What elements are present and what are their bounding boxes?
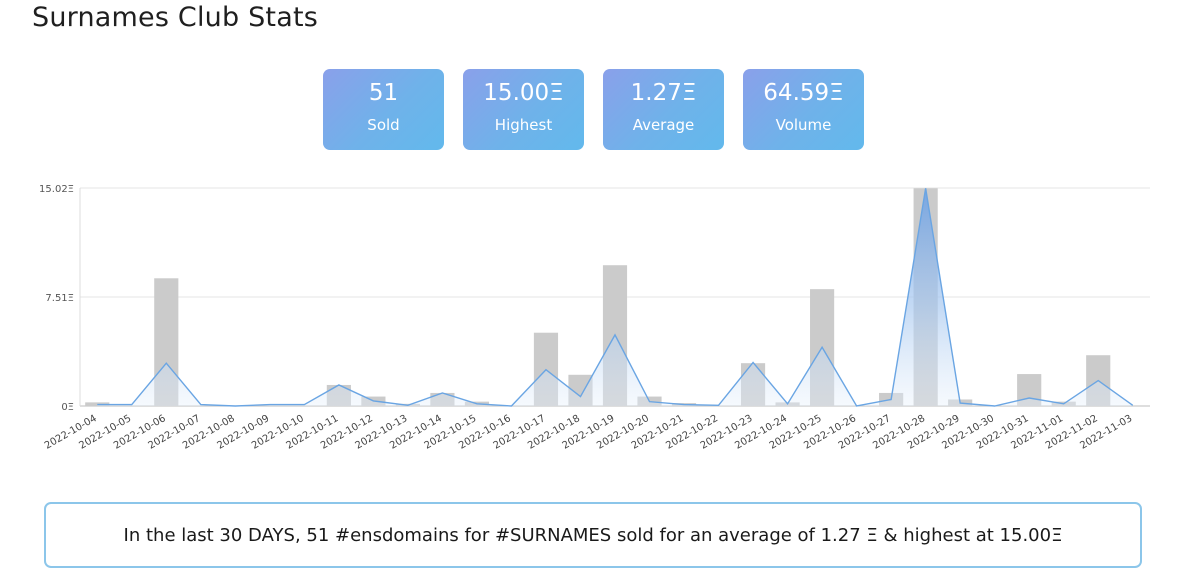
stat-label-average: Average <box>632 116 695 134</box>
stat-value-volume: 64.59Ξ <box>763 80 844 106</box>
stat-label-sold: Sold <box>367 116 400 134</box>
y-axis-ticks: 0Ξ 7.51Ξ 15.02Ξ <box>39 184 74 413</box>
area-series <box>97 188 1134 407</box>
stat-card-volume: 64.59Ξ Volume <box>743 69 864 150</box>
summary-box: In the last 30 DAYS, 51 #ensdomains for … <box>44 502 1142 568</box>
y-tick-label: 0Ξ <box>61 402 74 413</box>
x-axis-ticks: 2022-10-042022-10-052022-10-062022-10-07… <box>43 413 1134 452</box>
y-tick-label: 15.02Ξ <box>39 184 74 195</box>
stat-card-highest: 15.00Ξ Highest <box>463 69 584 150</box>
summary-text: In the last 30 DAYS, 51 #ensdomains for … <box>123 524 1063 546</box>
stat-label-volume: Volume <box>775 116 832 134</box>
series-line <box>97 188 1134 407</box>
stat-card-sold: 51 Sold <box>323 69 444 150</box>
stat-value-sold: 51 <box>368 80 399 106</box>
stat-label-highest: Highest <box>494 116 553 134</box>
area-fill <box>97 188 1133 406</box>
page-title: Surnames Club Stats <box>32 2 319 33</box>
sales-chart: 0Ξ 7.51Ξ 15.02Ξ 2022-10-042022-10-052022-1… <box>39 184 1150 452</box>
stat-card-average: 1.27Ξ Average <box>603 69 724 150</box>
y-tick-label: 7.51Ξ <box>45 293 74 304</box>
stat-value-highest: 15.00Ξ <box>483 80 564 106</box>
stat-value-average: 1.27Ξ <box>630 80 697 106</box>
